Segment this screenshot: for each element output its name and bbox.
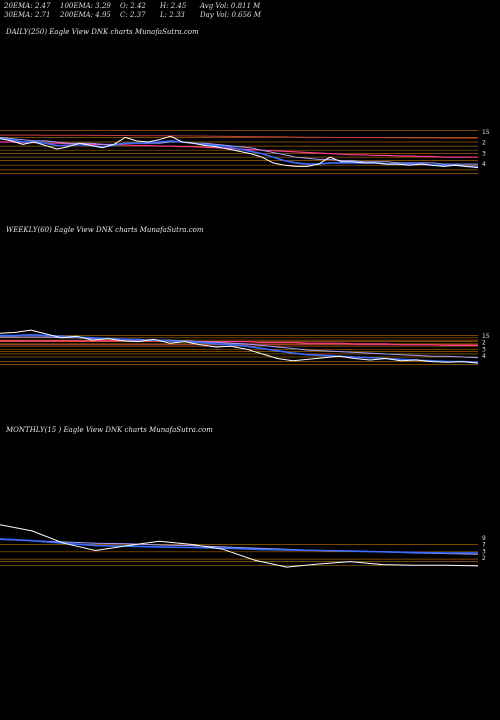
daily-y-tick-label: 2 xyxy=(482,140,486,147)
monthly-ema-short-line xyxy=(0,538,478,554)
monthly-panel-label: MONTHLY(15 ) Eagle View DNK charts Munaf… xyxy=(6,426,213,434)
stat-label: 30EMA: xyxy=(4,11,33,19)
daily-chart: 15 2 3 4 xyxy=(0,129,490,174)
weekly-price-line xyxy=(0,329,479,364)
daily-ema-mid-line xyxy=(0,136,478,165)
daily-y-tick-label: 4 xyxy=(482,161,486,168)
stat-value: 2.42 xyxy=(130,2,146,10)
stat-label: O: xyxy=(120,2,129,10)
stat-label: C: xyxy=(120,11,128,19)
stat-label: 200EMA: xyxy=(60,11,94,19)
stat-value: 0.811 xyxy=(230,2,251,10)
stat-value: 2.37 xyxy=(129,11,146,19)
stat-100ema: 100EMA: 3.29 xyxy=(60,2,111,11)
stat-20ema: 20EMA: 2.47 xyxy=(4,2,50,11)
stat-value: 0.656 xyxy=(231,11,252,19)
stat-value: 2.45 xyxy=(170,2,187,10)
daily-y-tick-label: 15 xyxy=(482,129,490,136)
stat-day-vol: Day Vol: 0.656 M xyxy=(200,11,261,20)
stats-header: 20EMA: 2.47 100EMA: 3.29 O: 2.42 H: 2.45… xyxy=(4,2,496,22)
stat-label: Avg Vol: xyxy=(200,2,229,10)
stat-label: L: xyxy=(160,11,168,19)
stat-200ema: 200EMA: 4.95 xyxy=(60,11,111,20)
stat-value: 2.71 xyxy=(34,11,51,19)
stat-open: O: 2.42 xyxy=(120,2,146,11)
daily-ema-longest-line xyxy=(0,134,478,139)
stat-unit: M xyxy=(253,11,261,19)
monthly-y-tick-label: 9 xyxy=(482,535,486,542)
stat-label: 20EMA: xyxy=(4,2,33,10)
weekly-ema-long-line xyxy=(0,340,478,347)
weekly-panel-label: WEEKLY(60) Eagle View DNK charts MunafaS… xyxy=(6,226,204,234)
stat-low: L: 2.33 xyxy=(160,11,185,20)
stat-close: C: 2.37 xyxy=(120,11,146,20)
stat-high: H: 2.45 xyxy=(160,2,186,11)
monthly-y-tick-label: 7 xyxy=(482,542,486,549)
weekly-y-tick-label: 2 xyxy=(482,340,486,347)
stat-30ema: 30EMA: 2.71 xyxy=(4,11,50,20)
stat-unit: M xyxy=(253,2,261,10)
stat-value: 3.29 xyxy=(95,2,111,10)
daily-price-line xyxy=(0,135,479,169)
stat-label: Day Vol: xyxy=(200,11,230,19)
weekly-y-tick-label: 4 xyxy=(482,353,486,360)
stat-label: H: xyxy=(160,2,169,10)
stat-avg-vol: Avg Vol: 0.811 M xyxy=(200,2,260,11)
monthly-y-tick-label: 3 xyxy=(482,548,486,555)
stat-value: 2.33 xyxy=(169,11,185,19)
monthly-price-line xyxy=(0,524,479,568)
stat-value: 2.47 xyxy=(34,2,51,10)
daily-y-tick-label: 3 xyxy=(482,150,486,157)
monthly-y-tick-label: 2 xyxy=(482,555,486,562)
stat-label: 100EMA: xyxy=(60,2,94,10)
daily-panel-label: DAILY(250) Eagle View DNK charts MunafaS… xyxy=(6,28,199,36)
weekly-y-tick-label: 15 xyxy=(482,333,490,340)
weekly-ema-short-line xyxy=(0,333,479,364)
stat-value: 4.95 xyxy=(95,11,111,19)
weekly-y-tick-label: 3 xyxy=(482,346,486,353)
